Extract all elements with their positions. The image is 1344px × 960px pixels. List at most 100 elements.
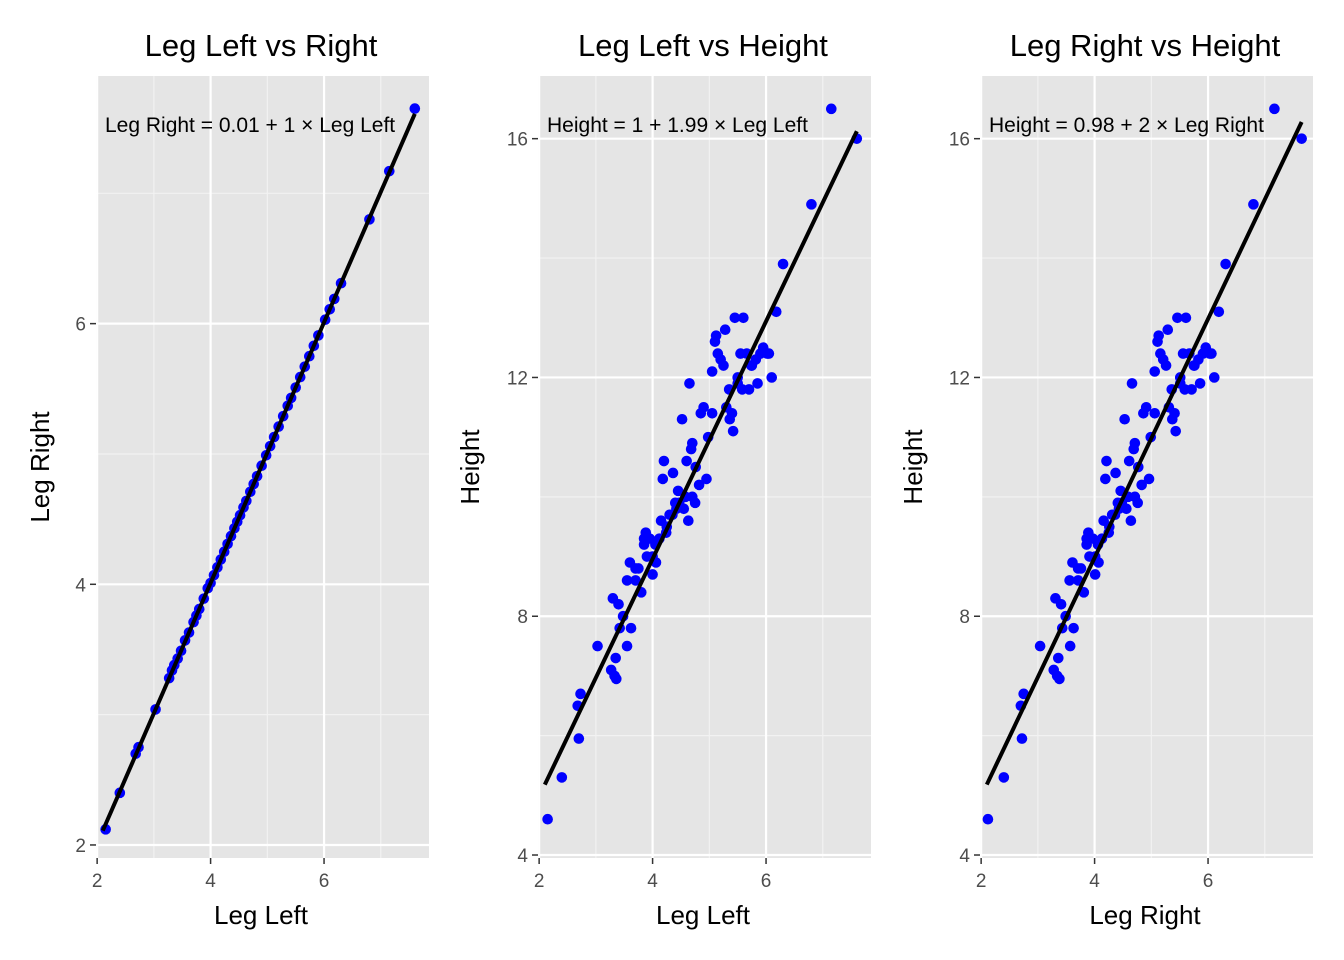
- data-point: [718, 360, 729, 371]
- data-point: [678, 503, 690, 515]
- data-point: [727, 425, 739, 437]
- data-point: [1136, 479, 1147, 491]
- panel-background: [980, 76, 1313, 858]
- data-point: [719, 324, 731, 336]
- y-tick-label: 8: [959, 607, 970, 628]
- data-point: [647, 569, 658, 580]
- data-point: [1093, 557, 1104, 568]
- data-point: [621, 640, 633, 652]
- data-point: [729, 312, 741, 324]
- data-point: [777, 258, 789, 270]
- data-point: [1089, 569, 1101, 580]
- data-point: [625, 622, 637, 634]
- data-point: [1055, 598, 1067, 610]
- data-point: [542, 813, 553, 825]
- data-point: [1016, 733, 1028, 744]
- x-axis-title: Leg Left: [656, 900, 751, 930]
- data-point: [806, 199, 817, 210]
- data-point: [1064, 575, 1075, 586]
- x-tick-label: 4: [647, 871, 658, 892]
- data-point: [1180, 312, 1192, 324]
- x-tick-label: 4: [1089, 871, 1100, 892]
- data-point: [667, 467, 679, 479]
- y-tick-label: 8: [517, 607, 528, 628]
- data-point: [693, 479, 705, 491]
- data-point: [1220, 258, 1231, 270]
- data-point: [676, 413, 688, 425]
- data-point: [735, 348, 746, 359]
- data-point: [575, 688, 586, 700]
- data-point: [1068, 622, 1079, 634]
- x-tick-label: 6: [319, 871, 330, 892]
- y-tick-label: 2: [75, 836, 86, 857]
- data-point: [709, 336, 721, 347]
- data-point: [1110, 467, 1121, 479]
- panel-leg-left-vs-height: Leg Left vs Height Height = 1 + 1.99 × L…: [455, 28, 871, 930]
- data-point: [706, 407, 718, 419]
- data-point: [746, 360, 758, 371]
- data-point: [1034, 640, 1046, 652]
- regression-line: [543, 130, 859, 786]
- data-point: [766, 372, 778, 383]
- data-point: [752, 378, 763, 389]
- points-layer: [542, 103, 863, 825]
- data-point: [695, 407, 707, 419]
- panel-title: Leg Left vs Right: [145, 28, 378, 63]
- data-point: [685, 443, 697, 455]
- y-tick-label: 12: [949, 368, 970, 389]
- y-axis-title: Leg Right: [25, 411, 55, 523]
- data-point: [1200, 342, 1212, 353]
- data-point: [1189, 360, 1200, 371]
- data-point: [1269, 103, 1280, 115]
- x-axis-title: Leg Left: [214, 900, 309, 930]
- data-point: [1149, 366, 1161, 377]
- data-point: [1123, 455, 1135, 467]
- plot-area: Leg Right = 0.01 + 1 × Leg Left 2 4 6 2 4 6: [75, 76, 429, 892]
- y-tick-label: 16: [507, 130, 528, 151]
- data-point: [1064, 640, 1076, 652]
- data-point: [1052, 652, 1064, 664]
- data-point: [1172, 312, 1183, 324]
- data-point: [1128, 443, 1140, 455]
- data-point: [687, 491, 698, 503]
- x-tick-label: 6: [761, 871, 772, 892]
- data-point: [1152, 336, 1163, 347]
- data-point: [613, 598, 624, 610]
- data-point: [1149, 407, 1161, 419]
- data-point: [1100, 473, 1111, 485]
- x-tick-label: 4: [205, 871, 216, 892]
- data-point: [701, 473, 712, 485]
- data-point: [610, 652, 622, 664]
- data-point: [672, 485, 684, 497]
- data-point: [630, 575, 641, 586]
- regression-line: [100, 112, 417, 832]
- data-point: [825, 103, 837, 115]
- regression-equation: Leg Right = 0.01 + 1 × Leg Left: [105, 114, 395, 137]
- data-point: [712, 348, 724, 359]
- x-tick-label: 2: [92, 871, 103, 892]
- data-point: [1248, 199, 1259, 210]
- data-point: [655, 515, 667, 527]
- data-point: [1072, 563, 1084, 574]
- data-point: [630, 563, 641, 574]
- data-point: [998, 772, 1010, 783]
- x-tick-label: 2: [534, 871, 545, 892]
- x-axis-title: Leg Right: [1089, 900, 1201, 930]
- data-point: [706, 366, 718, 377]
- data-point: [1208, 372, 1220, 383]
- data-point: [610, 673, 622, 685]
- data-point: [1177, 348, 1189, 359]
- data-point: [738, 312, 749, 324]
- panel-background: [538, 76, 871, 858]
- y-axis-title: Height: [898, 429, 928, 505]
- y-tick-label: 6: [75, 315, 86, 336]
- y-axis-title: Height: [455, 429, 485, 505]
- data-point: [1186, 384, 1197, 395]
- data-point: [1213, 306, 1225, 318]
- data-point: [1119, 413, 1130, 425]
- data-point: [1170, 425, 1182, 437]
- data-point: [683, 515, 694, 527]
- data-point: [409, 103, 421, 114]
